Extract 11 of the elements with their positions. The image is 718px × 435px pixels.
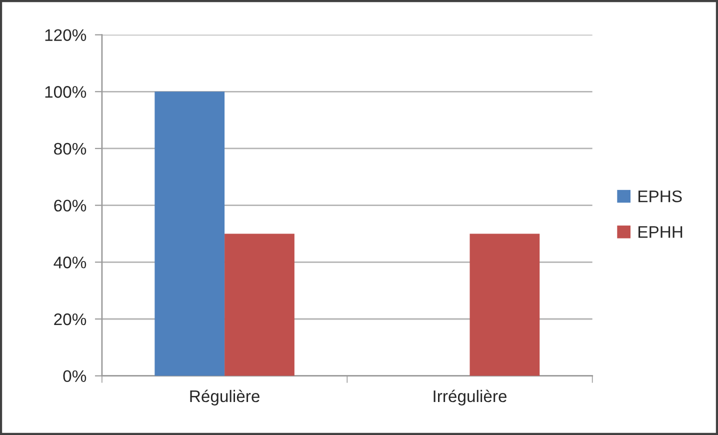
legend-label: EPHS	[638, 190, 682, 202]
y-tick-label: 60%	[54, 200, 86, 212]
x-tick-label: Irrégulière	[434, 390, 507, 406]
y-tick-label: 0%	[63, 370, 86, 382]
y-tick-label: 80%	[54, 142, 86, 155]
x-tick-label: Régulière	[190, 390, 260, 406]
y-tick-label: 40%	[54, 256, 86, 268]
y-tick-label: 20%	[54, 313, 86, 326]
y-tick-label: 100%	[45, 86, 86, 98]
y-tick-label: 120%	[45, 29, 86, 42]
legend-label: EPHH	[638, 226, 682, 238]
